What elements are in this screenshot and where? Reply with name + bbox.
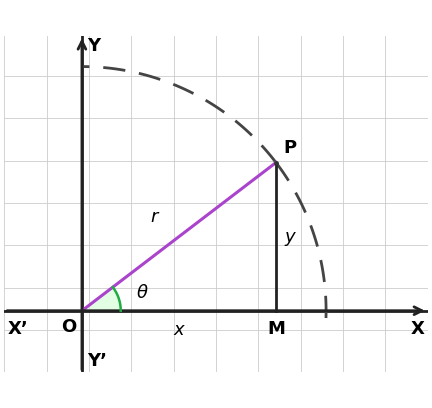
- Text: M: M: [267, 319, 285, 337]
- Text: O: O: [61, 319, 76, 337]
- Polygon shape: [82, 287, 121, 311]
- Text: x: x: [174, 322, 184, 339]
- Text: r: r: [151, 208, 158, 226]
- Text: X: X: [410, 319, 424, 337]
- Text: P: P: [283, 139, 296, 157]
- Text: Y: Y: [87, 37, 100, 55]
- Text: θ: θ: [137, 284, 148, 302]
- Text: Y’: Y’: [87, 352, 107, 370]
- Text: y: y: [285, 228, 295, 246]
- Text: X’: X’: [8, 319, 29, 337]
